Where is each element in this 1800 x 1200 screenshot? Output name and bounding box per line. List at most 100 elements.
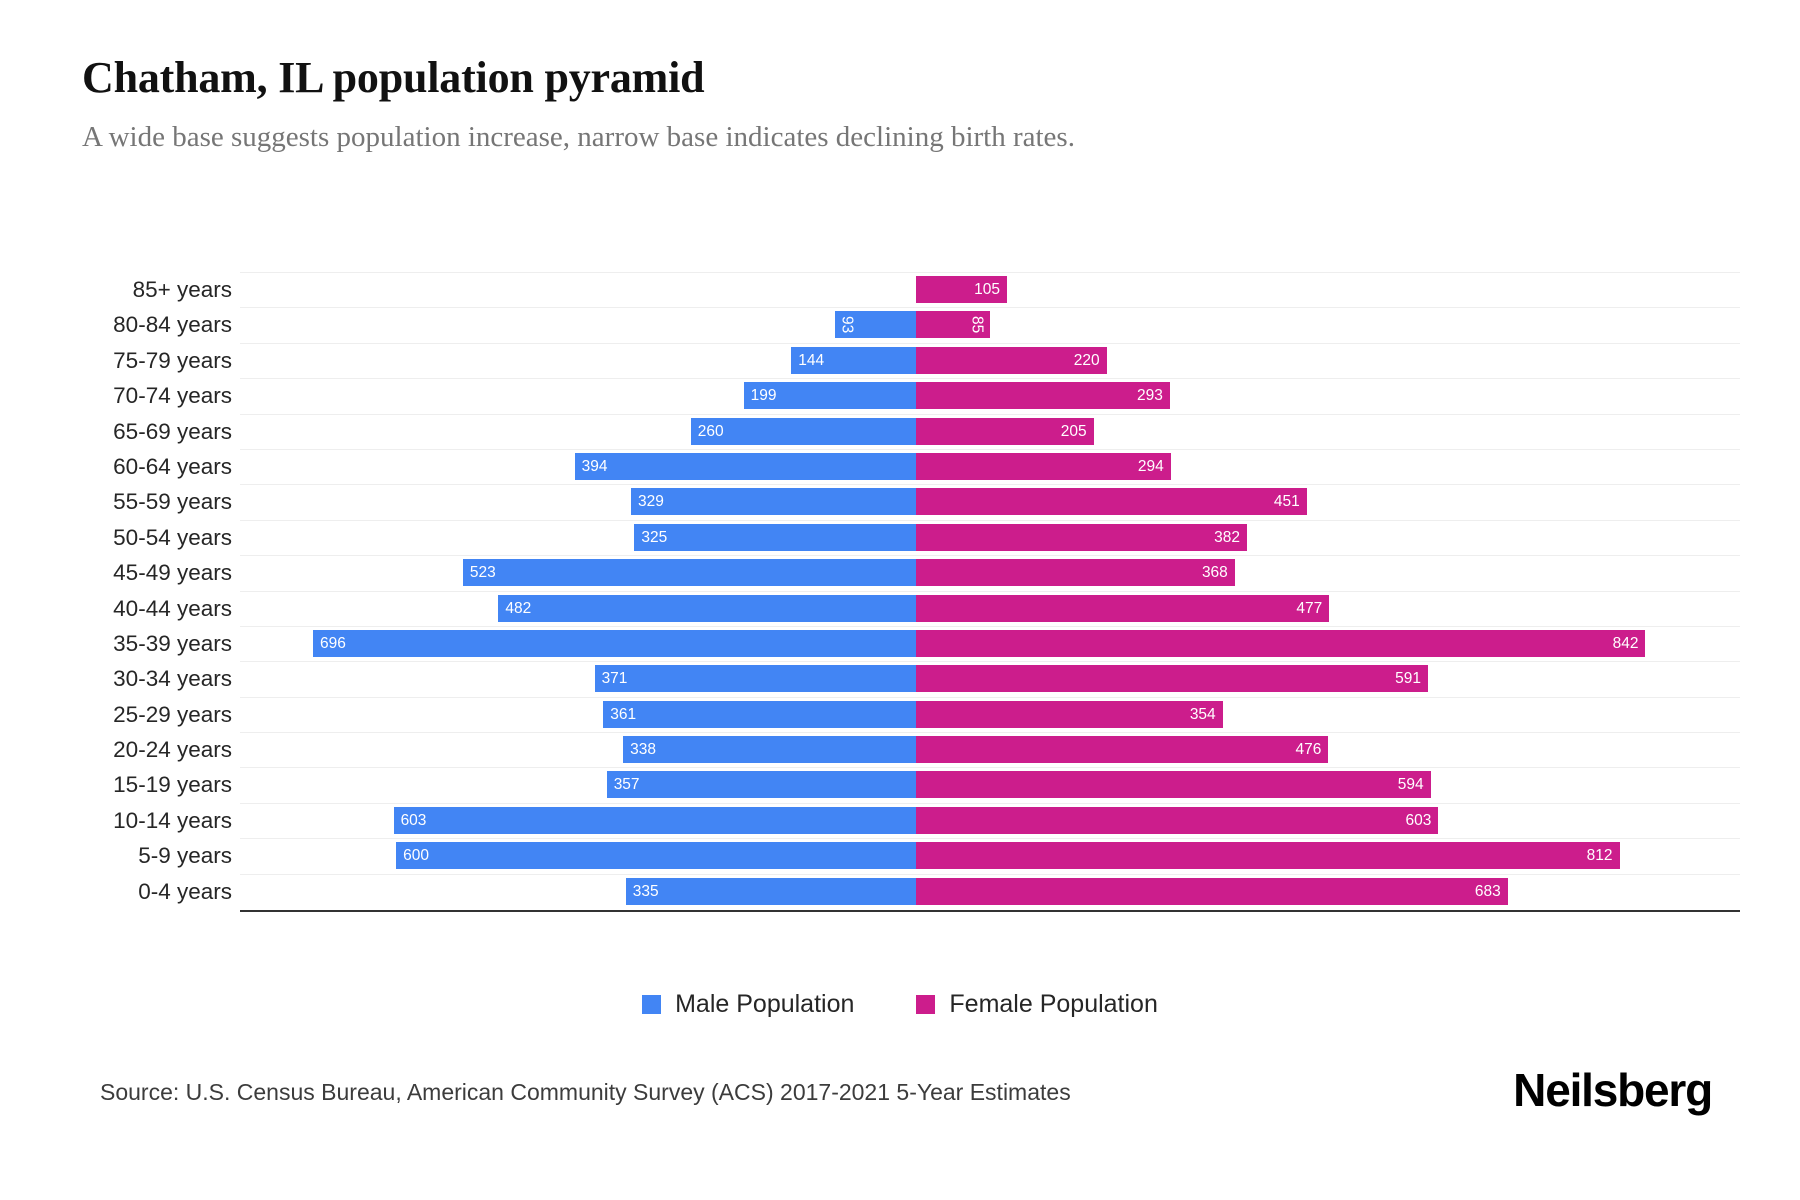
bar-value-female: 451 — [1273, 493, 1300, 511]
bar-male[interactable]: 394 — [574, 452, 916, 480]
bar-track: 523 368 — [0, 559, 1800, 587]
y-axis-tick-label: 20-24 years — [113, 737, 232, 763]
chart-rows: 85+ years 105 80-84 years 93 85 75-79 years 14… — [0, 272, 1800, 909]
bar-track: 371 591 — [0, 665, 1800, 693]
source-note: Source: U.S. Census Bureau, American Com… — [100, 1079, 1071, 1105]
y-axis-tick-label: 50-54 years — [113, 524, 232, 550]
y-axis-tick-label: 25-29 years — [113, 701, 232, 727]
gridline — [240, 413, 1740, 415]
bar-value-male: 357 — [613, 776, 640, 794]
bar-female[interactable]: 591 — [916, 665, 1429, 693]
pyramid-row: 60-64 years 394 294 — [0, 448, 1800, 484]
bar-value-male: 93 — [838, 316, 856, 334]
gridline — [240, 802, 1740, 804]
pyramid-row: 40-44 years 482 477 — [0, 590, 1800, 626]
bar-male[interactable]: 523 — [462, 559, 916, 587]
bar-track: 394 294 — [0, 452, 1800, 480]
bar-value-female: 205 — [1060, 422, 1087, 440]
brand-logo: Neilsberg — [1513, 1064, 1713, 1116]
bar-female[interactable]: 476 — [916, 736, 1329, 764]
bar-value-male: 335 — [632, 882, 659, 900]
pyramid-row: 75-79 years 144 220 — [0, 342, 1800, 378]
bar-value-female: 603 — [1405, 811, 1432, 829]
bar-female[interactable]: 205 — [916, 417, 1094, 445]
bar-male[interactable]: 371 — [594, 665, 916, 693]
bar-track: 325 382 — [0, 523, 1800, 551]
bar-male[interactable]: 482 — [498, 594, 916, 622]
bar-female[interactable]: 220 — [916, 346, 1107, 374]
bar-female[interactable]: 683 — [916, 877, 1508, 905]
bar-male[interactable]: 335 — [625, 877, 916, 905]
bar-value-female: 591 — [1395, 670, 1422, 688]
bar-female[interactable]: 594 — [916, 771, 1431, 799]
legend-item[interactable]: Female Population — [916, 990, 1158, 1019]
bar-female[interactable]: 105 — [916, 276, 1007, 303]
bar-female[interactable]: 477 — [916, 594, 1330, 622]
bar-male[interactable]: 144 — [791, 346, 916, 374]
gridline — [240, 484, 1740, 486]
bar-value-male: 199 — [750, 387, 777, 405]
bar-value-male: 600 — [403, 847, 430, 865]
y-axis-tick-label: 30-34 years — [113, 666, 232, 692]
male-swatch — [642, 995, 662, 1014]
bar-value-male: 260 — [697, 422, 724, 440]
pyramid-row: 20-24 years 338 476 — [0, 732, 1800, 767]
y-axis-tick-label: 85+ years — [132, 277, 232, 302]
bar-male[interactable]: 199 — [743, 382, 916, 410]
bar-track: 335 683 — [0, 877, 1800, 905]
bar-male[interactable]: 696 — [313, 629, 916, 657]
pyramid-row: 0-4 years 335 683 — [0, 873, 1800, 909]
bar-female[interactable]: 293 — [916, 382, 1170, 410]
bar-female[interactable]: 842 — [916, 629, 1646, 657]
bar-male[interactable]: 603 — [393, 806, 916, 834]
legend-item[interactable]: Male Population — [642, 990, 854, 1019]
pyramid-row: 70-74 years 199 293 — [0, 378, 1800, 413]
bar-female[interactable]: 382 — [916, 523, 1247, 551]
chart-footer: Source: U.S. Census Bureau, American Com… — [0, 1064, 1800, 1135]
bar-female[interactable]: 85 — [916, 311, 990, 339]
gridline — [240, 519, 1740, 521]
legend-label: Male Population — [675, 990, 855, 1018]
bar-female[interactable]: 812 — [916, 842, 1620, 870]
bar-male[interactable]: 93 — [835, 311, 916, 339]
bar-female[interactable]: 294 — [916, 452, 1171, 480]
bar-male[interactable]: 325 — [634, 523, 916, 551]
bar-track: 603 603 — [0, 806, 1800, 834]
bar-value-female: 293 — [1136, 387, 1163, 405]
bar-track: 93 85 — [0, 311, 1800, 339]
bar-value-male: 338 — [630, 741, 657, 759]
y-axis-tick-label: 5-9 years — [138, 843, 232, 869]
gridline — [240, 307, 1740, 309]
chart-legend: Male Population Female Population — [0, 990, 1800, 1019]
bar-track: 357 594 — [0, 771, 1800, 799]
gridline — [240, 696, 1740, 698]
bar-value-male: 371 — [601, 670, 628, 688]
bar-female[interactable]: 603 — [916, 806, 1439, 834]
y-axis-tick-label: 45-49 years — [113, 560, 232, 586]
legend-label: Female Population — [949, 990, 1158, 1018]
bar-male[interactable]: 338 — [623, 736, 916, 764]
bar-value-female: 842 — [1612, 634, 1639, 652]
y-axis-tick-label: 10-14 years — [113, 807, 232, 833]
pyramid-row: 80-84 years 93 85 — [0, 307, 1800, 342]
bar-female[interactable]: 368 — [916, 559, 1235, 587]
bar-value-female: 594 — [1397, 776, 1424, 794]
gridline — [240, 732, 1740, 734]
gridline — [240, 767, 1740, 769]
pyramid-row: 10-14 years 603 603 — [0, 802, 1800, 838]
bar-male[interactable]: 357 — [606, 771, 916, 799]
y-axis-tick-label: 35-39 years — [113, 630, 232, 656]
bar-track: 361 354 — [0, 700, 1800, 728]
bar-female[interactable]: 354 — [916, 700, 1223, 728]
bar-male[interactable]: 260 — [690, 417, 916, 445]
y-axis-tick-label: 60-64 years — [113, 453, 232, 479]
bar-male[interactable]: 329 — [630, 488, 916, 516]
bar-female[interactable]: 451 — [916, 488, 1307, 516]
bar-value-male: 329 — [637, 493, 664, 511]
bar-male[interactable]: 600 — [396, 842, 916, 870]
bar-male[interactable]: 361 — [603, 700, 916, 728]
bar-value-male: 361 — [610, 705, 637, 723]
chart-header: Chatham, IL population pyramid A wide ba… — [82, 52, 1722, 156]
population-pyramid-plot: 85+ years 105 80-84 years 93 85 75-79 years 14… — [0, 272, 1800, 912]
female-swatch — [916, 995, 936, 1014]
